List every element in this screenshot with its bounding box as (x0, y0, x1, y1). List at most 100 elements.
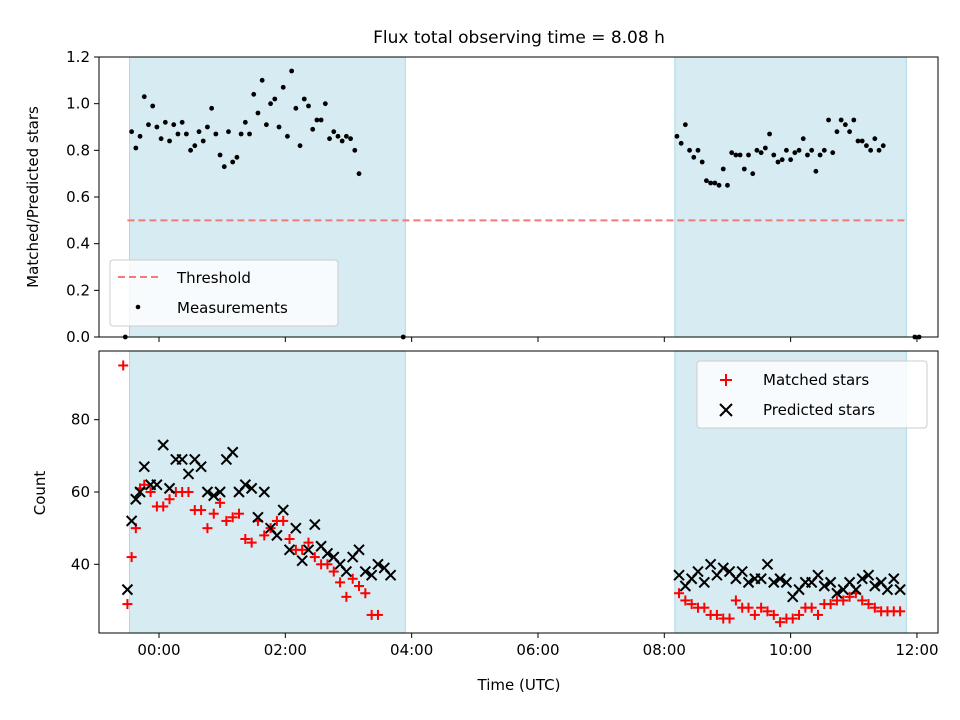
bottom-x-ticks: 00:00 02:00 04:00 06:00 08:00 10:00 12:00 (137, 633, 939, 659)
measurement-point (154, 124, 160, 130)
matched-star-point (284, 534, 295, 544)
matched-star-point (246, 537, 257, 548)
measurement-point (737, 152, 743, 158)
measurement-point (310, 126, 316, 132)
measurement-point (213, 131, 219, 137)
predicted-star-point (195, 460, 207, 473)
measurement-point (162, 119, 168, 125)
bottom-panel: 40 60 80 00:00 02:00 04:00 06:00 08:00 10:00 12:… (31, 350, 939, 694)
measurement-point (720, 166, 726, 172)
legend-threshold-label: Threshold (176, 269, 251, 287)
measurement-point (704, 178, 709, 184)
y-tick-label: 0.6 (66, 188, 90, 206)
predicted-star-point (239, 479, 252, 491)
predicted-star-point (856, 573, 868, 585)
y-tick-label: 0.2 (66, 281, 90, 299)
measurement-point (343, 133, 349, 139)
y-tick-label: 0.0 (66, 328, 90, 346)
measurement-point (754, 147, 760, 153)
predicted-star-point (226, 446, 239, 458)
matched-star-point (208, 508, 219, 519)
measurement-point (356, 171, 362, 177)
predicted-star-point (340, 565, 353, 578)
x-tick-label: 02:00 (264, 641, 307, 659)
measurement-point (158, 136, 164, 142)
bottom-legend-box (696, 360, 928, 429)
measurement-point (192, 143, 198, 149)
matched-star-point (303, 537, 314, 548)
measurement-point (716, 182, 722, 188)
measurement-point (272, 96, 278, 102)
matched-star-point (768, 609, 779, 620)
measurement-point (209, 105, 215, 111)
measurement-point (259, 77, 265, 83)
measurement-point (293, 105, 299, 111)
measurement-point (247, 131, 252, 137)
measurement-point (750, 171, 756, 177)
predicted-star-point (365, 569, 378, 581)
measurement-point (746, 152, 751, 158)
predicted-star-point (245, 482, 258, 495)
matched-star-point (756, 602, 767, 613)
measurement-point (842, 122, 848, 128)
x-tick-label: 04:00 (390, 641, 433, 659)
y-tick-label: 0.4 (66, 235, 90, 253)
matched-star-point (202, 523, 213, 534)
x-tick-label: 08:00 (643, 641, 686, 659)
matched-star-point (825, 599, 836, 610)
matched-star-point (322, 559, 333, 570)
measurement-point (234, 154, 240, 160)
matched-star-point (221, 515, 232, 526)
matched-star-point (215, 497, 226, 508)
predicted-star-point (353, 544, 365, 556)
measurement-point (314, 117, 320, 123)
measurement-point (699, 159, 705, 165)
measurement-point (847, 129, 852, 135)
measurement-point (762, 145, 768, 151)
measurement-point (792, 150, 798, 156)
top-y-axis-label: Matched/Predicted stars (24, 106, 42, 288)
predicted-star-point (182, 468, 195, 480)
y-tick-label: 60 (71, 483, 90, 501)
matched-star-point (680, 595, 691, 606)
matched-star-point (699, 602, 710, 613)
predicted-star-point (134, 486, 146, 498)
measurement-point (775, 159, 781, 165)
predicted-star-point (881, 583, 894, 596)
measurement-point (276, 124, 282, 130)
measurement-point (800, 136, 806, 142)
measurement-point (150, 103, 156, 109)
measurement-point (322, 101, 328, 107)
measurement-point (171, 122, 177, 128)
measurement-point (725, 182, 730, 188)
matched-star-point (278, 515, 289, 526)
measurement-point (238, 131, 244, 137)
predicted-star-point (271, 529, 283, 542)
predicted-star-point (163, 482, 176, 495)
matched-star-point (196, 505, 207, 516)
measurement-point (221, 164, 227, 170)
matched-star-point (686, 599, 697, 610)
predicted-star-point (673, 569, 685, 581)
predicted-star-point (736, 565, 748, 578)
legend-measurements-swatch (135, 304, 141, 310)
observing-band-2 (674, 56, 907, 338)
measurement-point (821, 147, 827, 153)
measurement-point (335, 133, 341, 139)
measurement-point (251, 91, 257, 97)
measurement-point (230, 159, 236, 165)
measurement-point (851, 117, 857, 123)
matched-star-point (354, 581, 365, 591)
measurement-point (352, 147, 358, 153)
matched-star-point (259, 530, 270, 541)
measurement-point (226, 129, 231, 135)
measurement-point (788, 157, 794, 163)
measurement-point (674, 133, 680, 139)
measurement-point (771, 152, 777, 158)
measurement-point (784, 147, 789, 153)
matched-star-point (838, 595, 849, 606)
bottom-y-ticks: 40 60 80 (71, 411, 99, 573)
predicted-star-point (780, 576, 793, 589)
predicted-star-point (774, 573, 786, 585)
measurement-point (741, 166, 747, 172)
